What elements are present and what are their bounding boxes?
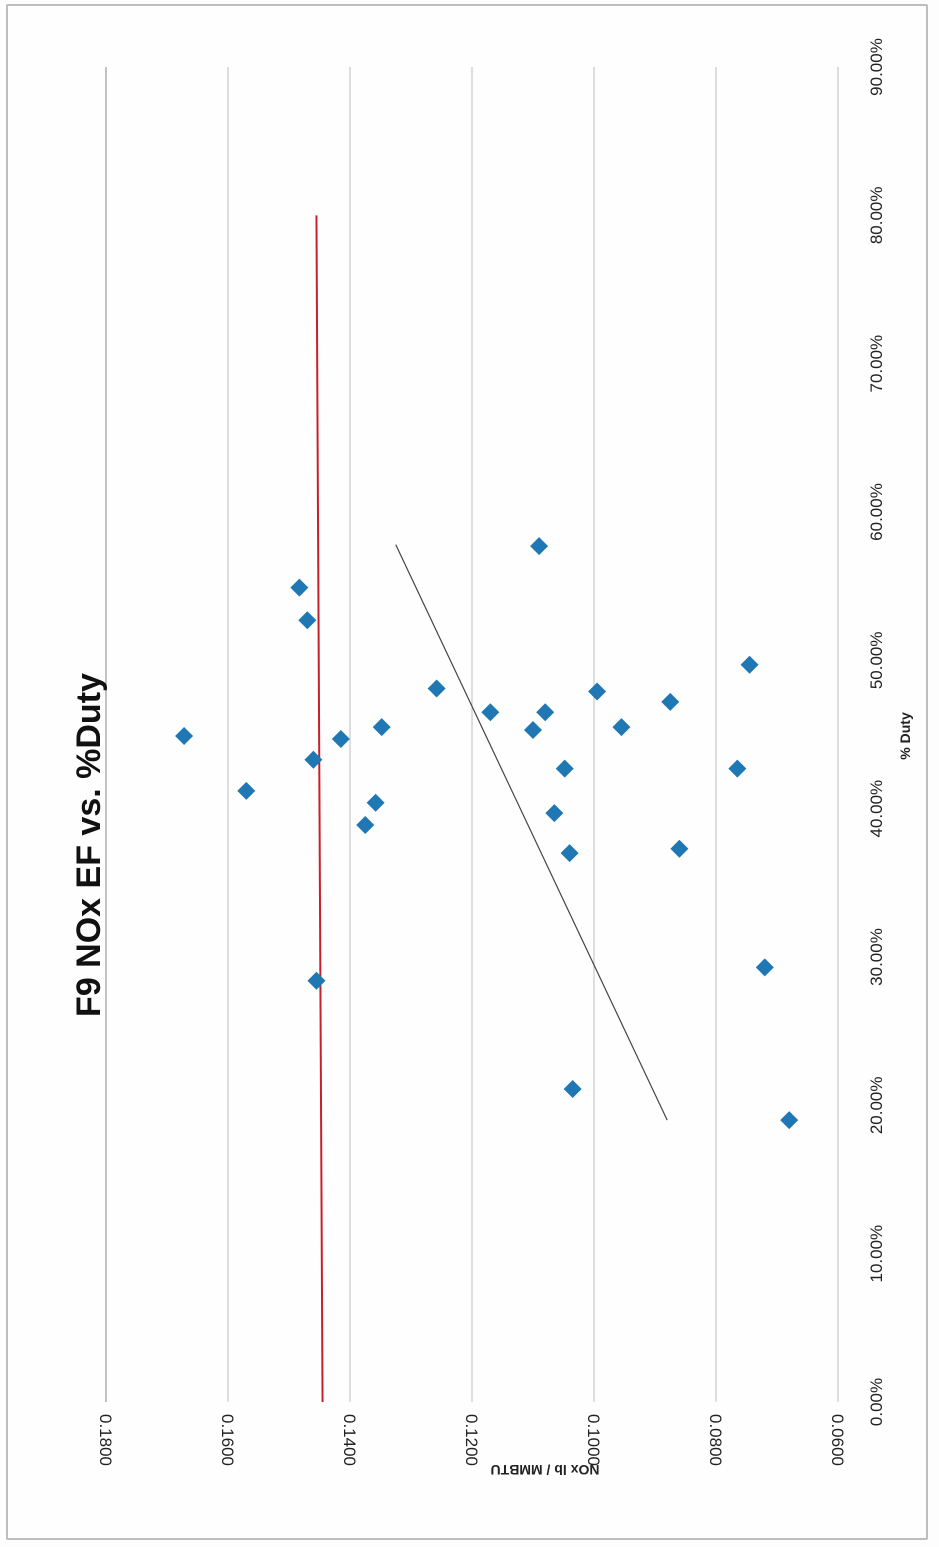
data-point — [366, 793, 385, 812]
data-point — [588, 682, 607, 701]
x-axis-label: % Duty — [897, 712, 913, 760]
y-tick-label: 0.1200 — [462, 1414, 481, 1466]
data-point — [356, 815, 375, 834]
data-point — [563, 1080, 582, 1099]
data-point — [530, 537, 549, 556]
data-point — [524, 721, 542, 740]
data-point — [307, 971, 326, 990]
data-point — [740, 655, 759, 674]
x-tick-labels: 0.00% 10.00% 20.00% 30.00% 40.00% 50.00% 60.00… — [867, 38, 886, 1426]
y-tick-label: 0.0800 — [706, 1414, 725, 1466]
chart-title: F9 NOx EF vs. %Duty — [70, 673, 108, 1017]
y-tick-label: 0.1600 — [218, 1414, 237, 1466]
y-tick-label: 0.1800 — [96, 1414, 115, 1466]
x-tick-label: 90.00% — [867, 38, 886, 96]
data-point — [427, 679, 446, 698]
x-tick-label: 70.00% — [867, 335, 886, 393]
x-tick-label: 80.00% — [867, 186, 886, 244]
data-point — [175, 726, 194, 745]
trend-line — [395, 544, 668, 1121]
data-point — [331, 729, 350, 748]
data-point — [560, 844, 579, 863]
y-axis-label: NOx lb / MMBTU — [491, 1462, 600, 1478]
x-tick-label: 20.00% — [867, 1076, 886, 1134]
scatter-points — [175, 537, 799, 1130]
reference-line — [315, 215, 324, 1403]
data-point — [536, 703, 555, 722]
y-tick-labels: 0.0600 0.0800 0.1000 0.1200 0.1400 0.1600 0.18… — [96, 1414, 847, 1466]
data-point — [661, 692, 680, 711]
x-tick-label: 0.00% — [867, 1378, 886, 1426]
x-tick-label: 60.00% — [867, 483, 886, 541]
data-point — [237, 781, 256, 800]
gridlines — [227, 67, 839, 1402]
y-tick-label: 0.1400 — [340, 1414, 359, 1466]
data-point — [372, 718, 391, 737]
data-point — [728, 759, 747, 778]
data-point — [780, 1111, 799, 1130]
data-point — [481, 703, 500, 722]
x-tick-label: 30.00% — [867, 928, 886, 986]
data-point — [755, 958, 774, 977]
y-tick-label: 0.1000 — [584, 1414, 603, 1466]
data-point — [304, 750, 323, 769]
y-tick-label: 0.0600 — [828, 1414, 847, 1466]
x-tick-label: 40.00% — [867, 780, 886, 838]
data-point — [290, 578, 309, 597]
x-tick-label: 10.00% — [867, 1225, 886, 1283]
x-tick-label: 50.00% — [867, 631, 886, 689]
data-point — [555, 759, 574, 778]
data-point — [545, 804, 564, 823]
page-frame — [6, 4, 928, 1540]
data-point — [670, 839, 689, 858]
data-point — [612, 718, 631, 737]
data-point — [298, 611, 317, 630]
